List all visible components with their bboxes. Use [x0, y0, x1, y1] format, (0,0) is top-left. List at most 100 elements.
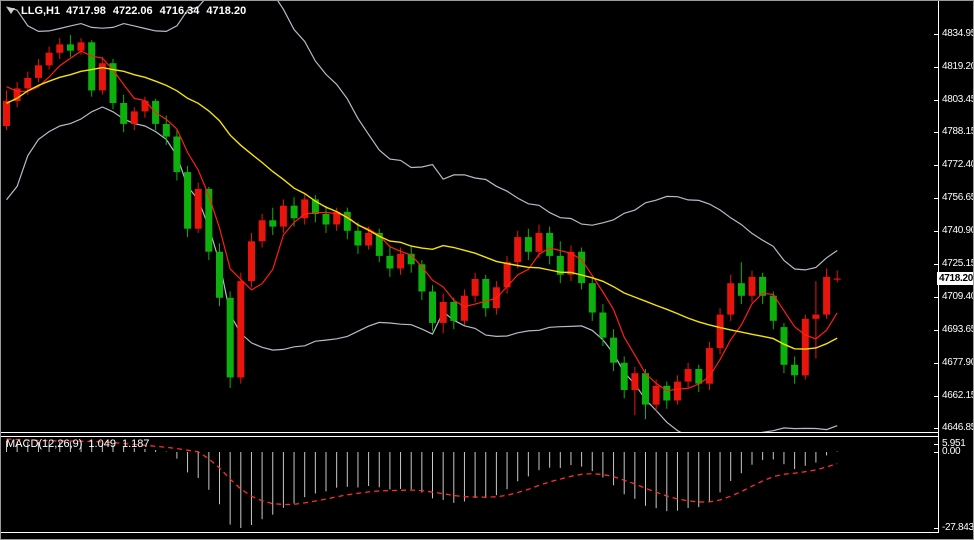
candle-body: [482, 279, 490, 309]
candle-body: [375, 232, 383, 256]
candle-body: [205, 188, 213, 252]
price-axis-tick: [934, 263, 938, 265]
macd-panel-bottom-border: [1, 532, 938, 533]
candle: [258, 214, 266, 248]
candle: [354, 222, 362, 254]
candle: [397, 247, 405, 275]
price-axis-tick: [934, 165, 938, 167]
candle-body: [162, 124, 170, 137]
candle: [237, 272, 245, 384]
candle: [248, 232, 255, 288]
price-axis-label: 4772.40: [942, 159, 974, 171]
macd-signal-line: [6, 438, 838, 506]
macd-indicator-canvas[interactable]: [1, 437, 938, 532]
candle: [184, 165, 192, 238]
candle: [56, 38, 64, 59]
candle-body: [652, 385, 660, 405]
candle: [45, 46, 53, 70]
price-axis-label: 4819.20: [942, 60, 974, 72]
candle-body: [248, 241, 255, 282]
candle-body: [503, 262, 511, 288]
candle-body: [588, 283, 596, 313]
price-axis-label: 4725.15: [942, 257, 974, 269]
candle: [439, 293, 447, 334]
candle-body: [567, 251, 575, 275]
candle: [88, 40, 96, 97]
macd-main-value: 1.049: [88, 438, 116, 450]
candle-body: [610, 337, 618, 363]
symbol-dropdown-icon[interactable]: [7, 8, 15, 14]
candle-body: [301, 199, 309, 219]
macd-axis-label: -27.843: [942, 522, 974, 533]
candle-body: [109, 63, 117, 103]
macd-axis-label: 5.951: [942, 438, 966, 449]
candle-body: [173, 136, 181, 173]
candle: [546, 226, 554, 265]
price-axis-separator: [938, 1, 939, 533]
candle-body: [194, 188, 202, 229]
candle: [429, 285, 436, 332]
bollinger-upper-band: [6, 1, 838, 271]
candle: [322, 205, 330, 233]
candle-body: [279, 205, 287, 227]
candle: [578, 247, 586, 290]
candle: [631, 366, 639, 416]
price-axis-label: 4662.15: [942, 389, 974, 401]
candle: [674, 375, 681, 405]
macd-panel-top-border: [1, 436, 938, 437]
price-axis-tick: [934, 362, 938, 364]
price-axis-tick: [934, 34, 938, 35]
candle-body: [812, 314, 820, 319]
candle-body: [695, 369, 703, 384]
candle: [35, 59, 42, 83]
candle-body: [365, 232, 373, 246]
price-axis-label: 4677.90: [942, 356, 974, 368]
candle: [98, 56, 106, 95]
price-axis-tick: [934, 296, 938, 298]
candles-layer: [3, 34, 841, 420]
candle: [812, 281, 820, 359]
candle: [375, 228, 383, 263]
ma-red-fast-line: [6, 50, 838, 392]
candle-body: [801, 318, 809, 376]
candle-body: [663, 385, 671, 401]
candle-body: [322, 214, 330, 225]
candle: [66, 34, 74, 57]
macd-axis-tick: [934, 452, 938, 453]
candle-body: [471, 279, 479, 296]
candle: [780, 323, 788, 374]
candle: [801, 314, 809, 380]
low-value: 4716.34: [159, 5, 200, 17]
candle: [663, 381, 671, 409]
candle-body: [599, 312, 607, 338]
price-axis-tick: [934, 329, 938, 331]
candle-body: [407, 253, 415, 265]
candle-body: [546, 232, 554, 256]
candle: [13, 82, 21, 108]
main-panel-bottom-border: [1, 432, 938, 433]
candle: [556, 241, 564, 284]
candle: [311, 195, 319, 223]
candle: [791, 356, 799, 384]
candle: [642, 369, 649, 420]
candle-body: [226, 297, 234, 378]
candle-body: [141, 100, 149, 112]
price-axis-label: 4709.40: [942, 290, 974, 302]
candle: [833, 270, 841, 283]
candle-body: [823, 276, 831, 315]
candle: [567, 245, 575, 282]
main-chart-canvas[interactable]: [1, 1, 938, 432]
candle-body: [556, 255, 564, 275]
candle-body: [56, 44, 64, 53]
candle-body: [833, 278, 841, 280]
macd-axis-tick: [934, 528, 938, 529]
price-axis-label: 4693.65: [942, 323, 974, 335]
candle-body: [514, 237, 522, 263]
candle: [823, 268, 831, 319]
candle-body: [333, 211, 341, 225]
close-value: 4718.20: [206, 5, 247, 17]
price-axis-tick: [934, 132, 938, 134]
candle-body: [45, 52, 53, 66]
candle: [503, 255, 511, 294]
candle: [301, 193, 309, 225]
